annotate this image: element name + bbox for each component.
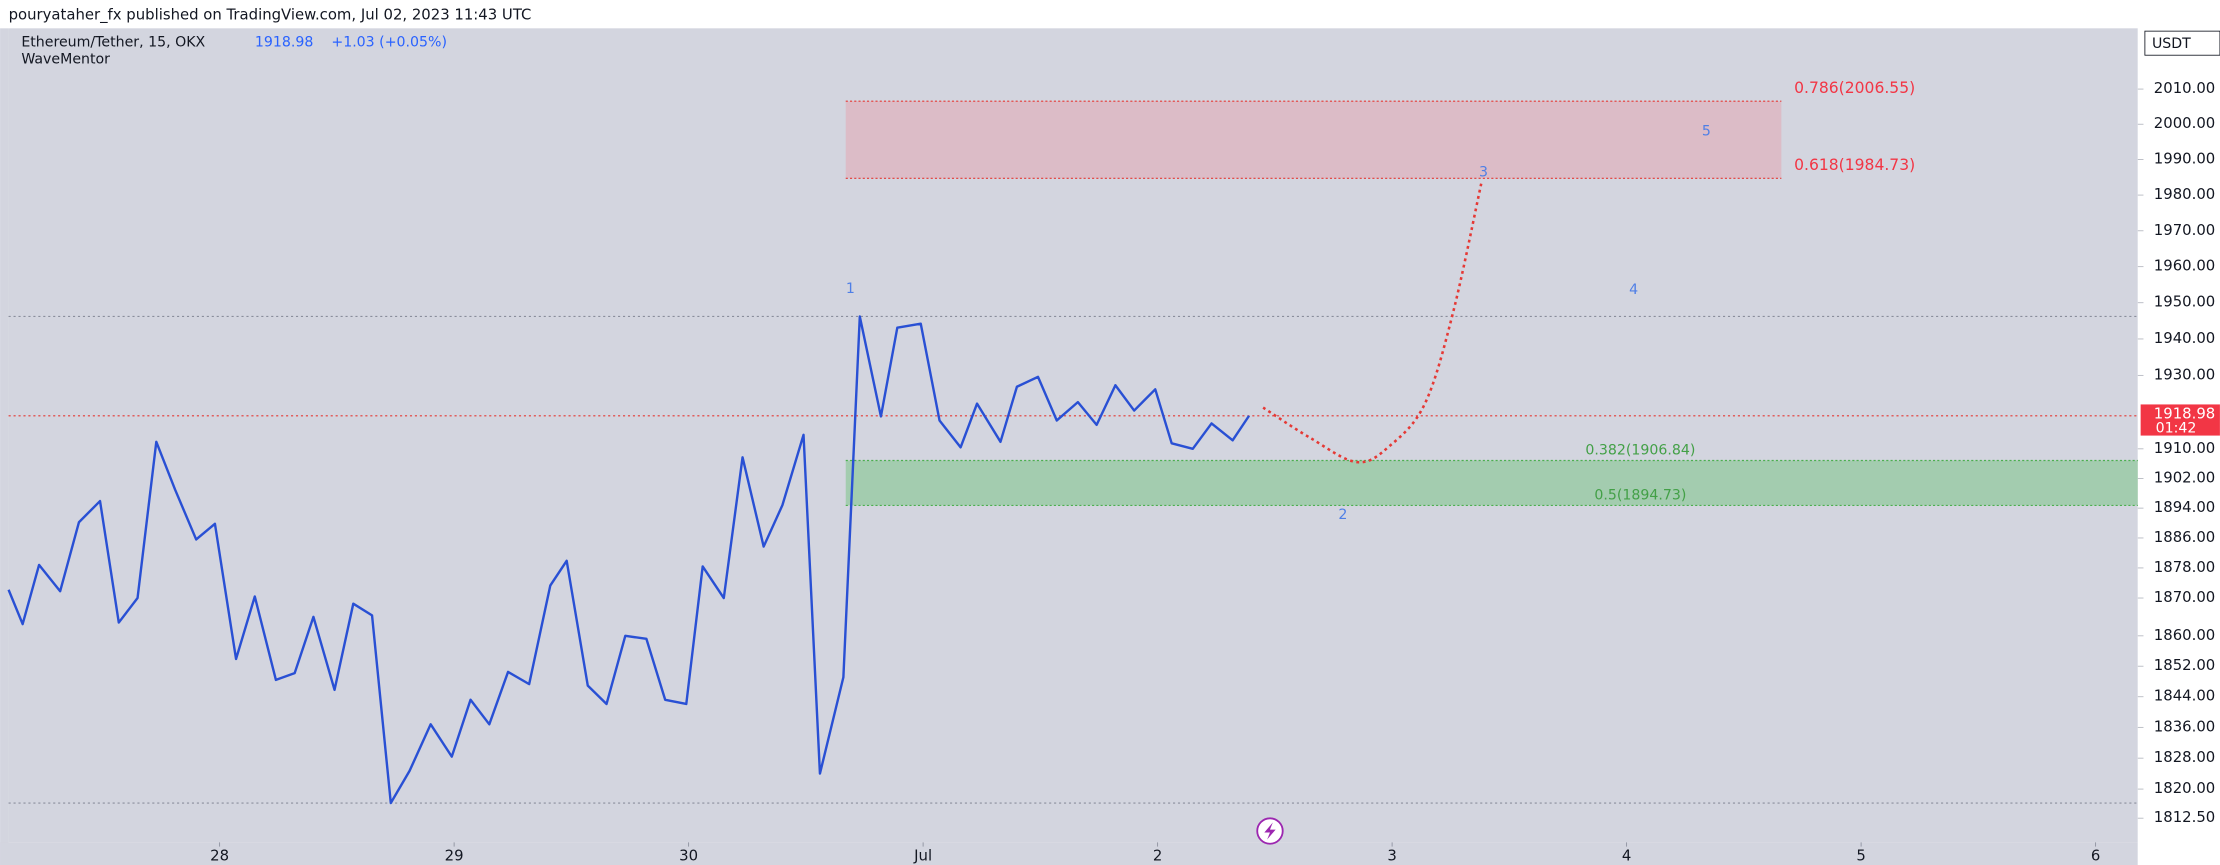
wave-label: 4 [1629,282,1638,298]
fib-level-label: 0.786(2006.55) [1794,79,1915,97]
legend-price: 1918.98 [255,34,313,50]
y-tick-label: 1970.00 [2154,221,2215,239]
y-tick-label: 1852.00 [2154,656,2215,674]
x-tick-label: 4 [1622,847,1631,865]
y-tick-label: 1886.00 [2154,528,2215,546]
y-tick-label: 1950.00 [2154,293,2215,311]
y-tick-label: 1870.00 [2154,588,2215,606]
x-tick-label: 28 [210,847,229,865]
y-tick-label: 1980.00 [2154,185,2215,203]
y-tick-label: 1990.00 [2154,150,2215,168]
legend-change: +1.03 (+0.05%) [331,34,447,50]
fib-level-label: 0.5(1894.73) [1594,488,1686,504]
currency-label: USDT [2152,36,2191,52]
price-line-series [7,315,1251,805]
x-tick-label: Jul [913,847,932,865]
y-tick-label: 1930.00 [2154,365,2215,383]
fib-zone [845,101,1782,179]
y-tick-label: 1812.50 [2154,808,2215,826]
symbol-name: Ethereum/Tether, 15, OKX [21,34,205,50]
y-tick-label: 1902.00 [2154,468,2215,486]
y-tick-label: 1894.00 [2154,498,2215,516]
replay-icon[interactable] [1256,817,1284,845]
x-tick-label: 2 [1153,847,1162,865]
x-tick-label: 30 [679,847,698,865]
price-tag-countdown: 01:42 [2156,421,2197,437]
price-axis [2137,28,2220,865]
header-title: pouryataher_fx published on TradingView.… [9,6,532,24]
wave-label: 2 [1338,507,1347,523]
price-tag-value: 1918.98 [2154,404,2215,422]
y-tick-label: 1820.00 [2154,779,2215,797]
y-tick-label: 1910.00 [2154,439,2215,457]
y-tick-label: 1940.00 [2154,329,2215,347]
fib-level-label: 0.618(1984.73) [1794,156,1915,174]
left-strip [0,28,9,865]
wave-label: 1 [846,281,855,297]
y-tick-label: 2000.00 [2154,114,2215,132]
x-tick-label: 29 [445,847,464,865]
x-tick-label: 3 [1387,847,1396,865]
fib-level-label: 0.382(1906.84) [1585,443,1695,459]
price-tag [2140,404,2220,436]
wave-label: 5 [1702,124,1711,140]
y-tick-label: 1860.00 [2154,626,2215,644]
fib-zone [845,460,2138,506]
wave-label: 3 [1479,164,1488,180]
time-axis [0,842,2138,865]
y-tick-label: 1960.00 [2154,257,2215,275]
projection-curve [1262,183,1483,464]
y-tick-label: 2010.00 [2154,79,2215,97]
y-tick-label: 1836.00 [2154,717,2215,735]
y-tick-label: 1844.00 [2154,687,2215,705]
x-tick-label: 6 [2091,847,2100,865]
icon-bolt[interactable] [1264,822,1276,840]
x-tick-label: 5 [1856,847,1865,865]
y-tick-label: 1828.00 [2154,748,2215,766]
indicator-name: WaveMentor [21,51,110,67]
y-tick-label: 1878.00 [2154,558,2215,576]
